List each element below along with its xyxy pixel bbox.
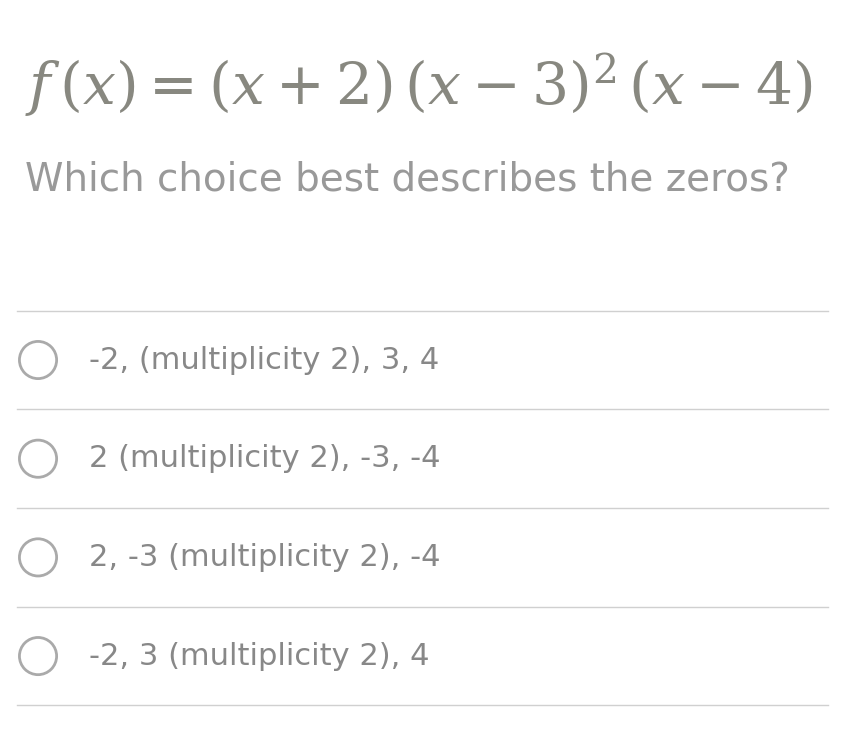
Text: 2 (multiplicity 2), -3, -4: 2 (multiplicity 2), -3, -4 <box>89 444 440 473</box>
Text: -2, (multiplicity 2), 3, 4: -2, (multiplicity 2), 3, 4 <box>89 346 438 374</box>
Text: $f\,(x) = (x+2)\,(x-3)^{2}\,(x-4)$: $f\,(x) = (x+2)\,(x-3)^{2}\,(x-4)$ <box>25 51 812 119</box>
Text: -2, 3 (multiplicity 2), 4: -2, 3 (multiplicity 2), 4 <box>89 642 429 670</box>
Text: 2, -3 (multiplicity 2), -4: 2, -3 (multiplicity 2), -4 <box>89 543 440 572</box>
Text: Which choice best describes the zeros?: Which choice best describes the zeros? <box>25 161 789 199</box>
